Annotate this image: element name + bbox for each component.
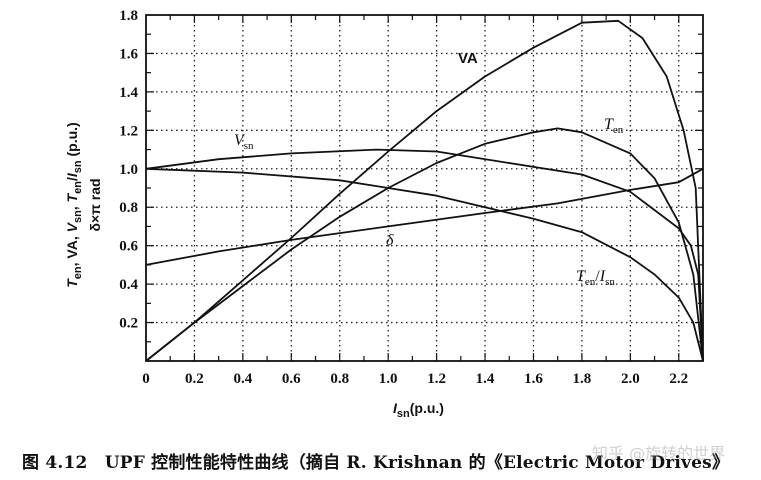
y-axis-label: Ten, VA, Vsn, Ten/Isn (p.u.) δ×π rad	[64, 122, 103, 288]
x-tick-label: 0.2	[185, 371, 204, 387]
label-delta: δ	[386, 232, 394, 249]
y-tick-label: 1.4	[119, 85, 138, 101]
y-tick-label: 0.4	[119, 277, 138, 293]
x-tick-label: 1.8	[573, 371, 592, 387]
x-tick-label: 0	[142, 371, 150, 387]
x-tick-label: 0.4	[233, 371, 252, 387]
label-ratio: Ten/Isn	[576, 268, 615, 289]
y-tick-label: 1.2	[119, 123, 138, 139]
label-vsn: Vsn	[234, 132, 254, 153]
plot-frame	[145, 14, 704, 362]
watermark: 知乎 @旋转的世界	[592, 444, 726, 463]
series-line-tenisn	[145, 167, 704, 362]
y-tick-label: 1.0	[119, 162, 138, 178]
figure-caption: 图 4.12 UPF 控制性能特性曲线（摘自 R. Krishnan 的《Ele…	[22, 453, 730, 473]
series-line-vsn	[145, 148, 704, 362]
series-line-	[145, 168, 704, 266]
series-line-ten	[145, 127, 704, 362]
chart: 0 0.2 0.4 0.6 0.8 1.0 1.2 1.4 1.6 1.8 2.0 2.2 0.2 0.4…	[119, 8, 704, 387]
x-tick-label: 2.0	[621, 371, 640, 387]
y-tick-label: 0.8	[119, 200, 138, 216]
series-line-va	[145, 19, 704, 362]
x-tick-label: 1.4	[476, 371, 495, 387]
x-tick-label: 1.2	[427, 371, 446, 387]
x-tick-label: 0.6	[282, 371, 301, 387]
label-va: VA	[458, 50, 478, 67]
label-ten: Ten	[604, 116, 624, 137]
y-tick-label: 1.6	[119, 46, 138, 62]
x-tick-label: 0.8	[330, 371, 349, 387]
x-tick-label: 1.6	[524, 371, 543, 387]
x-tick-label: 1.0	[379, 371, 398, 387]
y-tick-label: 0.6	[119, 239, 138, 255]
y-tick-label: 1.8	[119, 8, 138, 24]
y-tick-label: 0.2	[119, 316, 138, 332]
x-tick-label: 2.2	[669, 371, 688, 387]
x-axis-label: Isn(p.u.)	[393, 400, 444, 420]
